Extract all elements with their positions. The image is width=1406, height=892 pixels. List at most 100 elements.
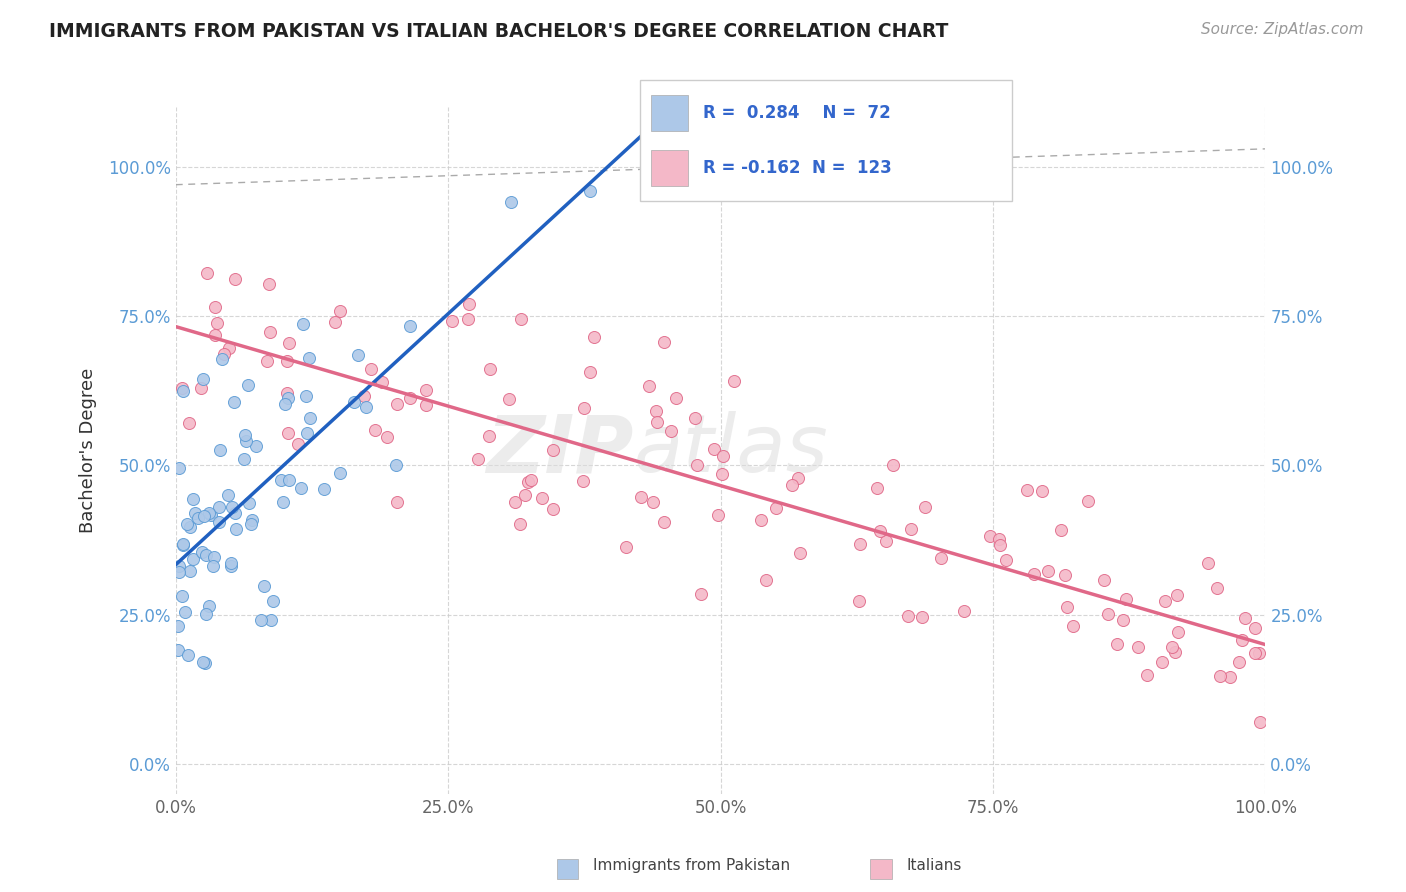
Point <box>214 346 236 360</box>
Text: R =  0.284    N =  72: R = 0.284 N = 72 <box>703 103 891 122</box>
Point <box>202 549 225 564</box>
Point <box>509 517 531 532</box>
Point <box>172 384 194 398</box>
Point <box>659 425 682 439</box>
Text: atlas: atlas <box>633 411 828 490</box>
Point <box>347 348 370 362</box>
Point <box>193 508 215 523</box>
Point <box>238 496 260 510</box>
Point <box>170 381 193 395</box>
Point <box>1249 714 1271 729</box>
Point <box>235 434 257 448</box>
Point <box>531 491 554 506</box>
Text: IMMIGRANTS FROM PAKISTAN VS ITALIAN BACHELOR'S DEGREE CORRELATION CHART: IMMIGRANTS FROM PAKISTAN VS ITALIAN BACH… <box>49 22 949 41</box>
Point <box>1111 613 1133 627</box>
Point <box>256 354 278 368</box>
Point <box>641 495 664 509</box>
Point <box>1128 640 1150 655</box>
Point <box>187 511 209 525</box>
Point <box>572 401 595 416</box>
Point <box>749 513 772 527</box>
Point <box>375 430 398 444</box>
Point <box>290 481 312 495</box>
Y-axis label: Bachelor's Degree: Bachelor's Degree <box>79 368 97 533</box>
Point <box>765 501 787 516</box>
Point <box>882 458 904 473</box>
Point <box>994 553 1017 567</box>
Point <box>200 508 222 523</box>
Point <box>652 515 675 529</box>
Point <box>711 449 734 463</box>
Point <box>1077 493 1099 508</box>
Point <box>195 607 218 622</box>
Point <box>398 318 420 333</box>
Point <box>172 589 194 603</box>
Point <box>209 442 232 457</box>
Point <box>441 314 464 328</box>
Point <box>236 378 259 392</box>
Point <box>176 516 198 531</box>
Point <box>541 502 564 516</box>
Point <box>498 392 520 406</box>
Point <box>218 341 240 355</box>
Point <box>240 513 263 527</box>
Point <box>690 587 713 601</box>
Point <box>1209 669 1232 683</box>
Point <box>167 565 190 579</box>
Point <box>1249 646 1271 660</box>
Point <box>222 395 245 409</box>
Point <box>181 491 204 506</box>
Point <box>1234 611 1257 625</box>
Point <box>787 471 810 485</box>
Point <box>914 500 936 514</box>
Point <box>1152 655 1174 669</box>
Point <box>217 488 239 502</box>
Point <box>755 573 778 587</box>
Point <box>257 277 280 292</box>
Point <box>278 474 301 488</box>
Point <box>371 376 394 390</box>
Point <box>271 495 294 509</box>
Text: Italians: Italians <box>907 858 962 872</box>
Point <box>1154 594 1177 608</box>
Point <box>458 297 481 311</box>
Point <box>1160 640 1182 654</box>
Point <box>198 599 221 613</box>
Point <box>869 524 891 539</box>
Point <box>181 552 204 566</box>
Point <box>205 316 228 330</box>
Point <box>645 403 668 417</box>
Point <box>1031 484 1053 499</box>
Point <box>298 351 321 366</box>
Point <box>204 328 226 343</box>
Point <box>194 657 217 671</box>
Point <box>630 491 652 505</box>
Point <box>287 437 309 451</box>
Point <box>179 564 201 578</box>
Point <box>342 395 364 409</box>
Point <box>638 379 661 393</box>
Point <box>415 398 437 412</box>
Point <box>579 365 602 379</box>
Point <box>541 443 564 458</box>
Point <box>1022 566 1045 581</box>
Point <box>499 195 522 210</box>
Point <box>253 579 276 593</box>
Point <box>1244 646 1267 660</box>
Point <box>198 506 221 520</box>
Point <box>172 536 194 550</box>
Point <box>505 494 527 508</box>
Point <box>191 655 214 669</box>
Point <box>232 452 254 467</box>
Point <box>911 610 934 624</box>
Point <box>201 559 224 574</box>
Point <box>259 325 281 339</box>
Point <box>510 312 533 326</box>
Point <box>204 300 226 314</box>
Point <box>723 374 745 388</box>
Point <box>295 389 318 403</box>
Point <box>167 461 190 475</box>
Point <box>579 184 602 198</box>
Point <box>167 643 190 657</box>
Point <box>848 593 870 607</box>
